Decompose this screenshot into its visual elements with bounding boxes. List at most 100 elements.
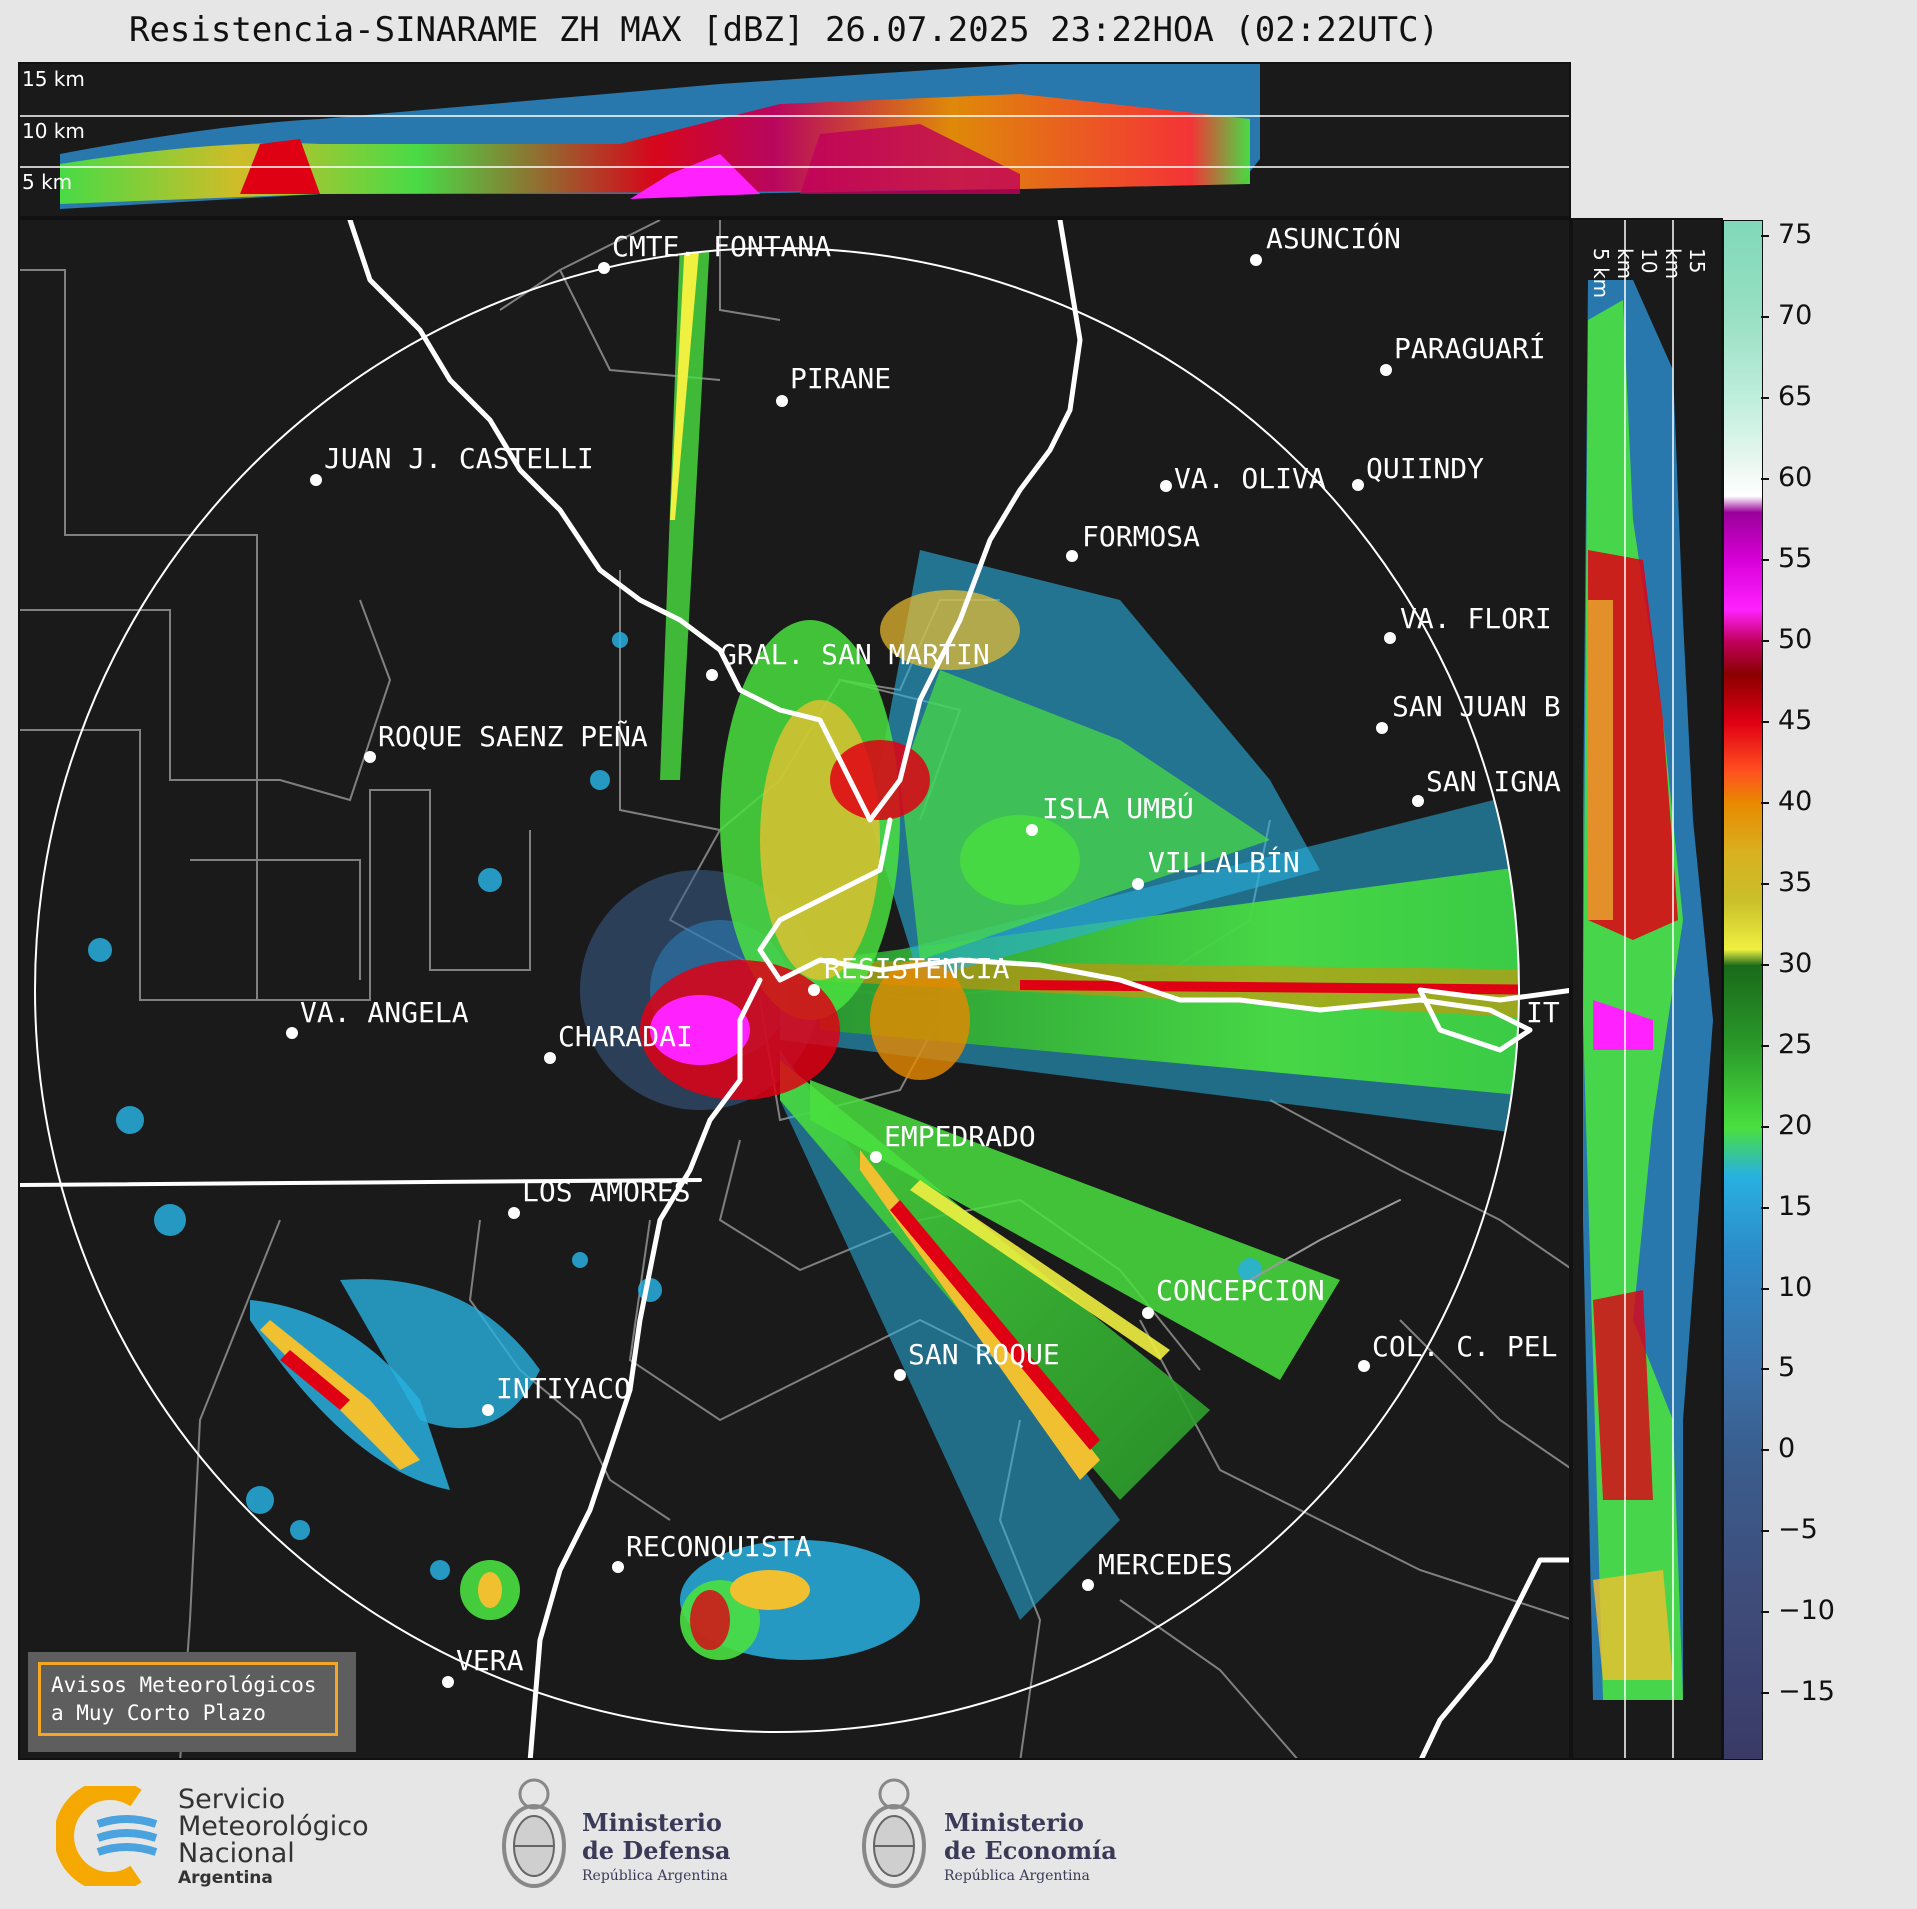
radar-map-panel: CMTE. FONTANA PIRANE JUAN J. CASTELLI AS…	[18, 218, 1571, 1760]
colorbar-tick-mark	[1761, 1449, 1769, 1452]
city-dot-pirane	[776, 395, 788, 407]
radar-map	[20, 220, 1569, 1758]
top-height-label-15km: 15 km	[22, 67, 85, 91]
side-cross-section-panel: 5 km 10 km 15 km	[1571, 218, 1723, 1760]
city-dot-vera	[442, 1676, 454, 1688]
city-markers	[286, 254, 1424, 1688]
colorbar-tick-label: 75	[1778, 219, 1813, 251]
colorbar-tick-mark	[1761, 801, 1769, 804]
smn-logo-icon	[56, 1786, 158, 1886]
ministerio-economia-logo: Ministerio de Economía República Argenti…	[854, 1774, 1134, 1898]
top-cross-section-panel: 15 km 10 km 5 km	[18, 62, 1571, 218]
city-label-col-c-pel: COL. C. PEL	[1372, 1330, 1558, 1363]
colorbar-tick-label: 0	[1778, 1433, 1796, 1465]
warning-line-1: Avisos Meteorológicos	[51, 1673, 317, 1697]
city-label-asuncion: ASUNCIÓN	[1266, 222, 1401, 255]
colorbar-tick-mark	[1761, 639, 1769, 642]
colorbar-tick-label: 25	[1778, 1028, 1813, 1060]
colorbar-tick-label: 20	[1778, 1109, 1813, 1141]
colorbar-tick-mark	[1761, 558, 1769, 561]
economia-logo-line-2: de Economía	[944, 1836, 1117, 1865]
city-label-san-igna: SAN IGNA	[1426, 765, 1561, 798]
short-term-warnings-label: Avisos Meteorológicos a Muy Corto Plazo	[38, 1662, 338, 1736]
city-dot-concepcion	[1142, 1307, 1154, 1319]
city-dot-intiyaco	[482, 1404, 494, 1416]
city-label-juan-j-castelli: JUAN J. CASTELLI	[324, 442, 594, 475]
city-dot-san-igna	[1412, 795, 1424, 807]
city-dot-gral-san-martin	[706, 669, 718, 681]
city-label-concepcion: CONCEPCION	[1156, 1274, 1325, 1307]
side-cross-section-echo	[1583, 220, 1713, 1758]
colorbar-tick-mark	[1761, 235, 1769, 238]
colorbar-tick-mark	[1761, 1287, 1769, 1290]
colorbar-tick-label: 5	[1778, 1352, 1796, 1384]
city-dot-asuncion	[1250, 254, 1262, 266]
rivers-and-borders	[20, 220, 1569, 1758]
city-label-mercedes: MERCEDES	[1098, 1548, 1233, 1581]
defensa-logo-line-1: Ministerio	[582, 1808, 722, 1837]
city-label-san-roque: SAN ROQUE	[908, 1338, 1060, 1371]
city-dot-isla-umbu	[1026, 824, 1038, 836]
colorbar-tick-mark	[1761, 316, 1769, 319]
city-dot-va-angela	[286, 1027, 298, 1039]
dbz-colorbar	[1723, 220, 1763, 1760]
smn-logo: Servicio Meteorológico Nacional Argentin…	[56, 1784, 396, 1888]
colorbar-tick-label: 35	[1778, 866, 1813, 898]
side-height-label-15km: 15 km	[1661, 248, 1709, 280]
colorbar-tick-label: 10	[1778, 1271, 1813, 1303]
colorbar-tick-label: 60	[1778, 462, 1813, 494]
city-label-pirane: PIRANE	[790, 362, 892, 395]
smn-logo-line-4: Argentina	[178, 1868, 273, 1888]
city-dot-empedrado	[870, 1151, 882, 1163]
city-dot-los-amores	[508, 1207, 520, 1219]
defensa-logo-line-2: de Defensa	[582, 1836, 731, 1865]
city-label-reconquista: RECONQUISTA	[626, 1530, 812, 1563]
smn-logo-line-2: Meteorológico	[178, 1811, 369, 1842]
city-label-roque-saenz-pena: ROQUE SAENZ PEÑA	[378, 720, 648, 753]
city-label-charadai: CHARADAI	[558, 1020, 693, 1053]
colorbar-tick-mark	[1761, 1125, 1769, 1128]
reflectivity-field	[88, 248, 1519, 1660]
colorbar-tick-mark	[1761, 397, 1769, 400]
city-label-va-flori: VA. FLORI	[1400, 602, 1552, 635]
city-label-villalbin: VILLALBÍN	[1148, 846, 1300, 879]
city-label-los-amores: LOS AMORES	[522, 1175, 691, 1208]
city-label-isla-umbu: ISLA UMBÚ	[1042, 792, 1194, 825]
city-dot-paraguari	[1380, 364, 1392, 376]
city-label-resistencia: RESISTENCIA	[824, 952, 1010, 985]
warning-line-2: a Muy Corto Plazo	[51, 1701, 266, 1725]
city-dot-quiindy	[1352, 479, 1364, 491]
city-dot-va-oliva	[1160, 480, 1172, 492]
coat-of-arms-icon	[502, 1778, 566, 1888]
colorbar-tick-label: −10	[1778, 1595, 1835, 1627]
colorbar-tick-label: 40	[1778, 785, 1813, 817]
city-dot-villalbin	[1132, 878, 1144, 890]
city-dot-mercedes	[1082, 1579, 1094, 1591]
city-dot-reconquista	[612, 1561, 624, 1573]
smn-logo-line-1: Servicio	[178, 1784, 286, 1815]
colorbar-tick-mark	[1761, 720, 1769, 723]
city-label-san-juan-b: SAN JUAN B	[1392, 690, 1561, 723]
city-label-paraguari: PARAGUARÍ	[1394, 332, 1546, 365]
city-label-it: IT	[1526, 996, 1560, 1029]
colorbar-tick-mark	[1761, 1368, 1769, 1371]
page-title: Resistencia-SINARAME ZH MAX [dBZ] 26.07.…	[128, 10, 1440, 50]
city-label-formosa: FORMOSA	[1082, 520, 1201, 553]
side-height-label-5km: 5 km	[1589, 248, 1613, 299]
colorbar-tick-mark	[1761, 882, 1769, 885]
defensa-logo-line-3: República Argentina	[582, 1868, 728, 1884]
colorbar-tick-label: 55	[1778, 542, 1813, 574]
colorbar-tick-label: 45	[1778, 704, 1813, 736]
colorbar-tick-mark	[1761, 1530, 1769, 1533]
short-term-warnings-box: Avisos Meteorológicos a Muy Corto Plazo	[28, 1652, 356, 1752]
economia-logo-line-3: República Argentina	[944, 1868, 1090, 1884]
ministerio-defensa-logo: Ministerio de Defensa República Argentin…	[494, 1774, 754, 1898]
colorbar-tick-mark	[1761, 478, 1769, 481]
city-dot-formosa	[1066, 550, 1078, 562]
top-height-label-10km: 10 km	[22, 119, 85, 143]
colorbar-tick-label: 50	[1778, 623, 1813, 655]
economia-logo-line-1: Ministerio	[944, 1808, 1084, 1837]
city-dot-resistencia	[808, 984, 820, 996]
side-height-label-10km: 10 km	[1613, 248, 1661, 280]
colorbar-tick-label: 65	[1778, 381, 1813, 413]
